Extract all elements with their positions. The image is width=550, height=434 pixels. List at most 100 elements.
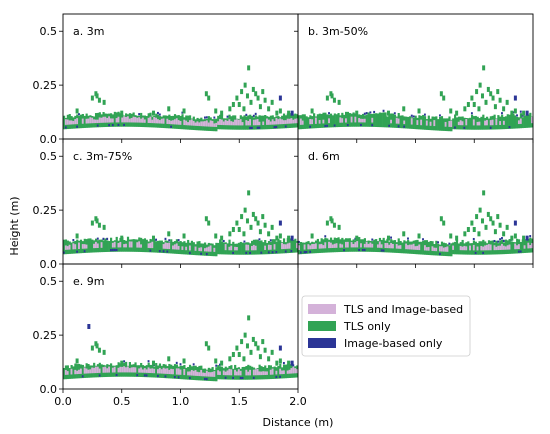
shared-cell [459,245,462,251]
shared-cell [74,369,77,375]
image-only-point [525,235,529,241]
shared-cell [531,243,534,249]
shared-cell [64,119,68,125]
shared-cell [361,118,365,123]
panel-title: d. 6m [308,150,340,163]
shared-cell [442,247,445,252]
image-only-cell [299,251,302,254]
image-only-cell [343,249,345,252]
shared-cell [134,367,137,373]
tls-only-cell [446,118,449,132]
shared-cell [491,119,494,126]
image-only-cell [463,126,466,129]
shared-cell [115,118,118,123]
tls-only-cell [516,116,519,129]
tls-point [247,65,251,71]
tls-point [287,360,291,366]
tls-only-cell [298,115,301,130]
tls-only-cell [271,239,274,254]
tls-only-cell [435,116,438,131]
tls-only-cell [412,118,415,129]
shared-cell [125,243,128,248]
shared-cell [245,244,248,251]
image-only-cell [205,378,208,381]
tls-only-cell [237,242,241,255]
image-only-cell [380,249,383,252]
tls-point [470,220,474,226]
tls-only-cell [335,114,338,128]
tls-only-cell [337,113,340,128]
shared-cell [79,368,83,374]
shared-cell [301,120,304,125]
tls-only-cell [393,240,397,253]
image-only-cell [363,248,366,252]
tls-only-cell [81,364,84,379]
shared-cell [482,246,485,251]
tls-point [237,352,241,358]
shared-cell [371,243,374,248]
tls-only-cell [155,362,158,378]
shared-cell [68,120,71,125]
tls-only-cell [153,239,156,253]
tls-only-cell [450,243,453,257]
image-only-cell [177,239,180,242]
tls-point [325,220,329,226]
tls-point [95,218,99,224]
shared-cell [202,372,205,377]
shared-cell [318,244,321,249]
shared-cell [198,372,201,377]
shared-cell [459,120,462,126]
image-only-cell [403,125,406,128]
shared-cell [232,121,235,126]
image-only-cell [245,113,248,116]
shared-cell [264,371,267,375]
image-only-cell [373,110,376,114]
tls-only-cell [514,115,517,129]
shared-cell [363,118,366,123]
shared-cell [207,122,210,127]
tls-only-cell [365,114,368,127]
shared-cell [367,243,370,248]
tls-point [151,110,155,116]
tls-point [466,227,470,233]
shared-cell [70,368,73,375]
image-only-point [87,324,91,329]
shared-cell [237,119,241,126]
image-only-cell [175,361,178,364]
shared-cell [288,118,291,124]
shared-cell [93,367,96,374]
tls-point [75,358,79,364]
shared-cell [487,244,491,251]
tls-point [337,224,341,230]
image-only-cell [179,363,182,366]
shared-cell [91,117,94,124]
shared-cell [484,245,487,251]
tls-only-cell [491,240,494,255]
shared-cell [215,122,218,127]
tls-only-cell [361,239,365,252]
shared-cell [519,118,523,124]
image-only-cell [102,237,105,240]
tls-only-cell [141,239,145,253]
shared-cell [339,243,342,248]
shared-cell [472,244,476,251]
tls-only-cell [393,114,397,128]
image-only-cell [108,124,110,127]
shared-cell [495,246,498,251]
tls-point [510,110,514,116]
tls-point [482,65,486,71]
image-only-cell [245,251,248,255]
image-only-cell [145,374,148,377]
tls-only-cell [115,236,118,252]
tls-only-cell [455,117,459,130]
tls-point [167,356,171,362]
tls-point [496,89,500,95]
shared-cell [262,121,265,126]
shared-cell [138,117,141,123]
shared-cell [266,371,269,375]
tls-only-cell [510,113,513,129]
shared-cell [296,242,299,249]
tls-point [120,235,124,241]
tls-point [386,110,390,116]
tls-point [247,315,251,321]
